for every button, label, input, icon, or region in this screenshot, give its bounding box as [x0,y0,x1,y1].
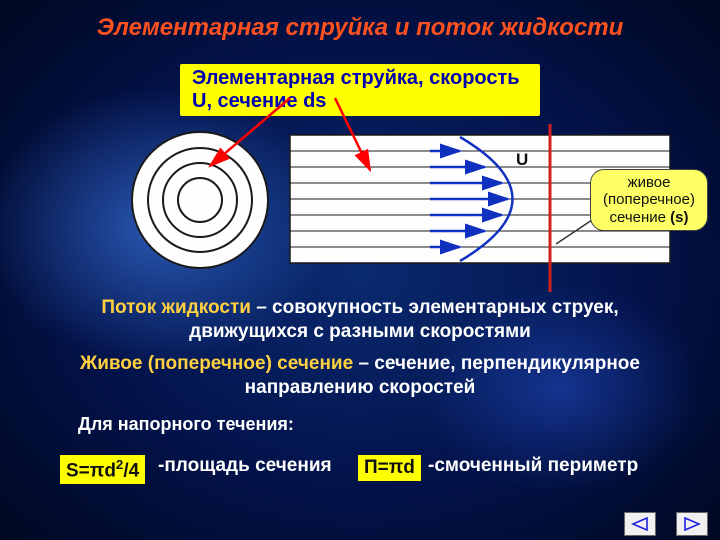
formula-p-desc: -смоченный периметр [428,455,638,477]
callout-line2: (поперечное) [597,191,701,208]
nav-next-button[interactable] [676,512,708,536]
triangle-right-icon [683,517,701,531]
paragraph-section: Живое (поперечное) сечение – сечение, пе… [60,352,660,400]
callout-live-section: живое (поперечное) сечение (s) [590,169,708,231]
para1-highlight: Поток жидкости [101,297,251,318]
top-yellow-label: Элементарная струйка, скорость U, сечени… [180,64,540,116]
velocity-arrows [430,151,508,247]
slide-title: Элементарная струйка и поток жидкости [0,14,720,42]
formula-s-symbol: S=πd [66,460,116,481]
formula-s-box: S=πd2/4 [60,455,145,484]
formula-s-desc: -площадь сечения [158,455,332,477]
para1-rest: – совокупность элементарных струек, движ… [189,297,619,342]
rings [132,132,268,268]
formula-s-tail: /4 [123,460,139,481]
formula-p-box: П=πd [358,455,421,481]
triangle-left-icon [631,517,649,531]
para2-highlight: Живое (поперечное) сечение [80,353,353,374]
velocity-profile [460,137,513,261]
slide-content: Элементарная струйка и поток жидкости Эл… [0,0,720,540]
paragraph-flow: Поток жидкости – совокупность элементарн… [40,296,680,344]
u-label: U [516,150,528,170]
callout-line3: сечение (s) [597,209,701,226]
paragraph-pressure-flow: Для напорного течения: [78,414,294,435]
nav-prev-button[interactable] [624,512,656,536]
callout-line1: живое [597,174,701,191]
